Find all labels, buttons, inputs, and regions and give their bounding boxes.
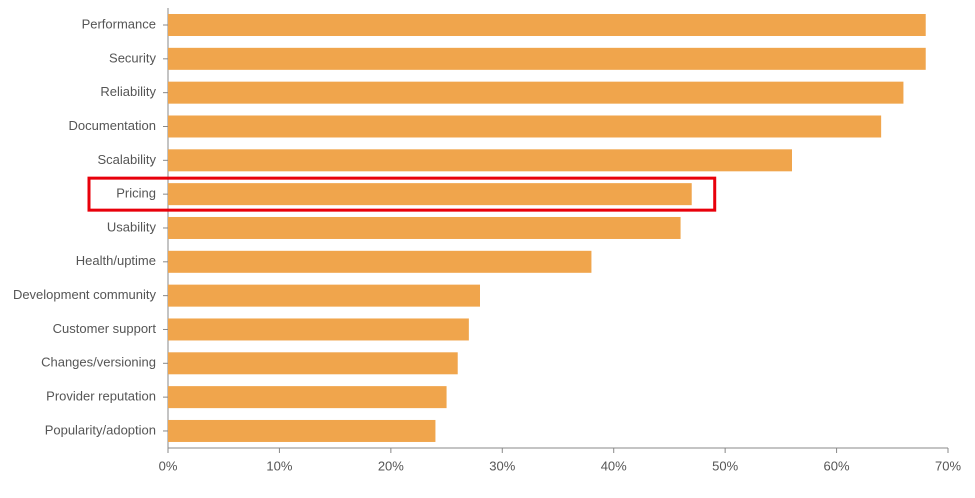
bar (168, 47, 926, 70)
bar (168, 149, 792, 172)
x-tick-label: 40% (601, 458, 627, 473)
bar (168, 14, 926, 36)
bar (168, 419, 436, 442)
y-tick-label: Health/uptime (76, 253, 156, 268)
bar (168, 284, 480, 307)
y-tick-label: Usability (107, 219, 157, 234)
y-tick-label: Documentation (69, 118, 156, 133)
x-tick-label: 20% (378, 458, 404, 473)
y-tick-label: Performance (82, 16, 156, 31)
y-tick-label: Customer support (53, 321, 157, 336)
bar (168, 352, 458, 375)
x-tick-label: 10% (266, 458, 292, 473)
x-tick-label: 70% (935, 458, 961, 473)
bar (168, 216, 681, 239)
y-tick-label: Security (109, 50, 156, 65)
bar (168, 318, 469, 341)
y-tick-label: Scalability (97, 152, 156, 167)
y-tick-label: Development community (13, 287, 157, 302)
bar (168, 115, 882, 138)
y-tick-label: Provider reputation (46, 389, 156, 404)
bar (168, 386, 447, 409)
y-tick-label: Pricing (116, 186, 156, 201)
x-tick-label: 50% (712, 458, 738, 473)
y-tick-label: Changes/versioning (41, 355, 156, 370)
x-tick-label: 0% (159, 458, 178, 473)
y-tick-label: Reliability (100, 84, 156, 99)
bar (168, 183, 692, 206)
highlight-box (87, 176, 717, 212)
bar (168, 81, 904, 104)
x-tick-label: 60% (824, 458, 850, 473)
x-tick-label: 30% (489, 458, 515, 473)
y-tick-label: Popularity/adoption (45, 422, 156, 437)
bar (168, 250, 592, 273)
